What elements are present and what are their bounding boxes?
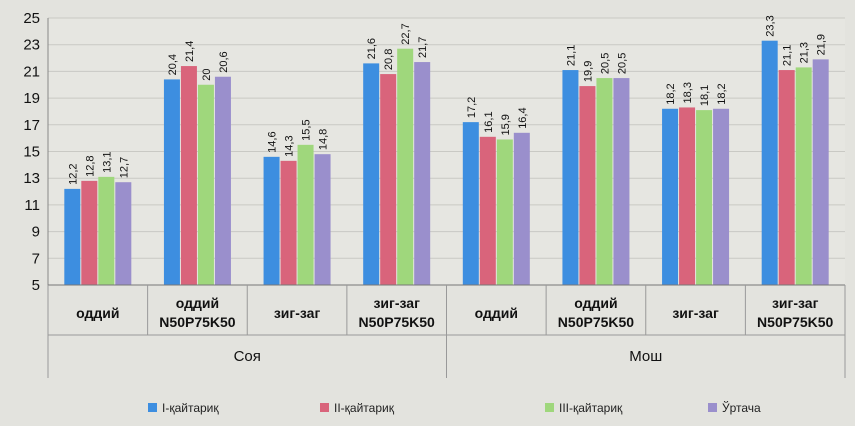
- bar: [64, 188, 81, 285]
- data-label: 18,2: [665, 83, 677, 104]
- y-tick-label: 15: [23, 144, 40, 161]
- data-label: 12,8: [84, 155, 96, 176]
- x-tick-label: зиг-заг: [672, 305, 719, 321]
- data-label: 15,9: [500, 114, 512, 135]
- bar: [713, 108, 730, 285]
- y-tick-label: 5: [32, 277, 40, 294]
- y-tick-label: 23: [23, 37, 40, 54]
- bar: [297, 144, 314, 285]
- bar: [115, 182, 132, 285]
- bar: [98, 176, 115, 285]
- bar: [163, 79, 180, 285]
- bar: [778, 70, 795, 285]
- data-label: 16,1: [483, 111, 495, 132]
- x-tick-label: зиг-заг: [274, 305, 321, 321]
- bar: [513, 132, 530, 285]
- x-tick-label: N50P75K50: [359, 314, 435, 330]
- x-tick-label: зиг-заг: [772, 295, 819, 311]
- data-label: 13,1: [101, 151, 113, 172]
- data-label: 20,8: [383, 49, 395, 70]
- data-label: 21,4: [184, 41, 196, 62]
- data-label: 20,6: [218, 51, 230, 72]
- bar: [462, 122, 479, 285]
- bar: [679, 107, 696, 285]
- legend-label: Ўртача: [722, 400, 761, 415]
- data-label: 23,3: [765, 15, 777, 36]
- bar: [496, 139, 513, 285]
- data-label: 21,1: [782, 45, 794, 66]
- data-label: 17,2: [466, 97, 478, 118]
- bar: [214, 76, 231, 286]
- group-label: Соя: [234, 348, 261, 365]
- x-tick-label: N50P75K50: [159, 314, 235, 330]
- data-label: 21,3: [799, 42, 811, 63]
- data-label: 19,9: [582, 61, 594, 82]
- data-label: 14,6: [267, 131, 279, 152]
- bar: [562, 70, 579, 285]
- x-tick-label: оддий: [475, 305, 518, 321]
- x-tick-label: оддий: [176, 295, 219, 311]
- y-tick-label: 13: [23, 170, 40, 187]
- y-tick-label: 11: [24, 197, 40, 214]
- group-label: Мош: [629, 348, 662, 365]
- y-tick-label: 19: [23, 90, 40, 107]
- legend-label: II-қайтариқ: [334, 401, 395, 415]
- bar: [613, 78, 630, 285]
- data-label: 20,5: [599, 53, 611, 74]
- x-tick-label: зиг-заг: [373, 295, 420, 311]
- data-label: 22,7: [400, 23, 412, 44]
- bar: [197, 84, 214, 285]
- data-label: 20,4: [167, 54, 179, 75]
- legend-swatch: [545, 403, 554, 412]
- y-tick-label: 7: [32, 250, 40, 267]
- data-label: 16,4: [517, 107, 529, 128]
- data-label: 18,3: [682, 82, 694, 103]
- legend-label: III-қайтариқ: [559, 401, 623, 415]
- legend-label: I-қайтариқ: [162, 401, 219, 415]
- y-tick-label: 9: [32, 224, 40, 241]
- data-label: 21,7: [417, 37, 429, 58]
- y-tick-label: 21: [23, 63, 40, 80]
- bar: [812, 59, 829, 286]
- data-label: 15,5: [301, 119, 313, 140]
- bar: [363, 63, 380, 285]
- data-label: 14,3: [284, 135, 296, 156]
- legend-swatch: [148, 403, 157, 412]
- bar: [662, 108, 679, 285]
- bar: [81, 180, 98, 285]
- bar: [397, 48, 414, 285]
- data-label: 18,1: [699, 85, 711, 106]
- data-label: 18,2: [716, 83, 728, 104]
- data-label: 14,8: [318, 129, 330, 150]
- bar: [263, 156, 280, 285]
- data-label: 21,6: [366, 38, 378, 59]
- bar: [579, 86, 596, 286]
- bar: [479, 136, 496, 285]
- data-label: 12,2: [67, 163, 79, 184]
- bar: [696, 110, 713, 286]
- bar: [414, 62, 431, 286]
- bar: [761, 40, 778, 285]
- x-tick-label: оддий: [574, 295, 617, 311]
- y-tick-label: 25: [23, 10, 40, 27]
- y-tick-label: 17: [23, 117, 40, 134]
- x-tick-label: оддий: [76, 305, 119, 321]
- bar: [596, 78, 613, 285]
- x-tick-label: N50P75K50: [757, 314, 833, 330]
- bar: [795, 67, 812, 286]
- legend-swatch: [320, 403, 329, 412]
- data-label: 21,9: [816, 34, 828, 55]
- legend-swatch: [708, 403, 717, 412]
- bar: [380, 74, 397, 285]
- data-label: 20: [201, 69, 213, 81]
- data-label: 20,5: [616, 53, 628, 74]
- bar: [180, 66, 197, 285]
- bar: [280, 160, 297, 285]
- x-tick-label: N50P75K50: [558, 314, 634, 330]
- data-label: 12,7: [118, 157, 130, 178]
- data-label: 21,1: [565, 45, 577, 66]
- bar: [314, 154, 331, 285]
